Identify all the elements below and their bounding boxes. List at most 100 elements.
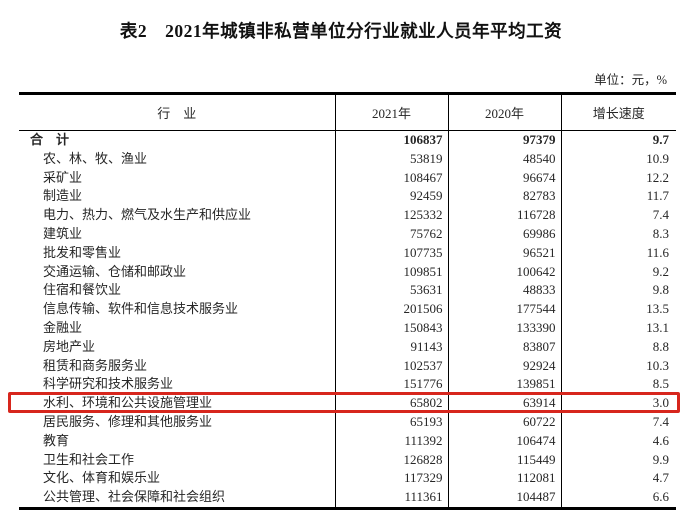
value-2020-cell: 96674 (447, 168, 561, 188)
growth-cell: 4.7 (560, 469, 676, 489)
value-2021-cell: 75762 (334, 224, 448, 244)
col-header-2021: 2021年 (334, 92, 448, 131)
industry-cell: 居民服务、修理和其他服务业 (43, 413, 213, 429)
table-row: 住宿和餐饮业 53631 48833 9.8 (19, 281, 676, 301)
value-2021-cell: 125332 (334, 206, 448, 225)
value-2021-cell: 92459 (334, 187, 448, 207)
table-row: 居民服务、修理和其他服务业 65193 60722 7.4 (19, 412, 676, 432)
value-2021-cell: 117329 (334, 469, 448, 489)
industry-cell: 农、林、牧、渔业 (43, 150, 148, 166)
table-row: 批发和零售业 107735 96521 11.6 (19, 243, 676, 263)
unit-note: 单位：元，% (594, 73, 667, 87)
value-2020-cell: 106474 (447, 431, 561, 451)
value-2021-cell: 106837 (334, 130, 448, 150)
value-2021-cell: 65193 (334, 412, 448, 432)
industry-cell: 公共管理、社会保障和社会组织 (19, 488, 335, 510)
table-row: 房地产业 91143 83807 8.8 (19, 337, 676, 357)
industry-cell: 批发和零售业 (43, 244, 122, 260)
table-row: 教育 111392 106474 4.6 (19, 431, 676, 451)
industry-cell: 交通运输、仓储和邮政业 (43, 263, 187, 279)
table-row: 农、林、牧、渔业 53819 48540 10.9 (19, 149, 676, 169)
growth-cell: 11.6 (560, 243, 676, 263)
value-2020-cell: 104487 (447, 488, 561, 510)
industry-cell: 文化、体育和娱乐业 (43, 470, 161, 486)
industry-cell: 住宿和餐饮业 (43, 282, 122, 298)
growth-cell: 10.9 (560, 149, 676, 169)
value-2021-cell: 108467 (334, 168, 448, 188)
table-row: 电力、热力、燃气及水生产和供应业 125332 116728 7.4 (19, 206, 676, 225)
industry-cell: 房地产业 (43, 338, 96, 354)
table-row: 科学研究和技术服务业 151776 139851 8.5 (19, 375, 676, 395)
col-header-industry: 行 业 (19, 92, 335, 131)
growth-cell: 7.4 (560, 412, 676, 432)
table-row: 合 计 106837 97379 9.7 (19, 130, 676, 150)
industry-cell: 采矿业 (43, 169, 83, 185)
industry-cell: 合 计 (30, 132, 70, 147)
table-row: 建筑业 75762 69986 8.3 (19, 224, 676, 244)
table-row: 采矿业 108467 96674 12.2 (19, 168, 676, 188)
value-2020-cell: 83807 (447, 337, 561, 357)
value-2020-cell: 133390 (447, 318, 561, 338)
industry-cell: 租赁和商务服务业 (43, 357, 148, 373)
industry-cell: 水利、环境和公共设施管理业 (43, 395, 213, 411)
value-2020-cell: 60722 (447, 412, 561, 432)
table-row: 信息传输、软件和信息技术服务业 201506 177544 13.5 (19, 300, 676, 319)
value-2021-cell: 111392 (334, 431, 448, 451)
growth-cell: 3.0 (560, 394, 676, 413)
value-2020-cell: 96521 (447, 243, 561, 263)
table-row: 公共管理、社会保障和社会组织 111361 104487 6.6 (19, 488, 676, 510)
col-header-growth-rate: 增长速度 (560, 92, 676, 131)
value-2021-cell: 201506 (334, 300, 448, 319)
table-title: 表2 2021年城镇非私营单位分行业就业人员年平均工资 (119, 21, 563, 41)
industry-cell: 制造业 (43, 188, 83, 204)
industry-cell: 教育 (43, 432, 70, 448)
value-2020-cell: 82783 (447, 187, 561, 207)
header-row: 行 业 2021年 2020年 增长速度 (19, 92, 676, 131)
growth-cell: 9.9 (560, 450, 676, 470)
table-row: 卫生和社会工作 126828 115449 9.9 (19, 450, 676, 470)
value-2021-cell: 109851 (334, 262, 448, 282)
value-2020-cell: 116728 (447, 206, 561, 225)
growth-cell: 9.7 (560, 130, 676, 150)
growth-cell: 6.6 (560, 488, 676, 510)
value-2021-cell: 91143 (334, 337, 448, 357)
value-2021-cell: 107735 (334, 243, 448, 263)
growth-cell: 9.2 (560, 262, 676, 282)
value-2020-cell: 115449 (447, 450, 561, 470)
value-2021-cell: 102537 (334, 356, 448, 376)
growth-cell: 8.3 (560, 224, 676, 244)
growth-cell: 8.5 (560, 375, 676, 395)
table-row: 制造业 92459 82783 11.7 (19, 187, 676, 207)
industry-cell: 电力、热力、燃气及水生产和供应业 (43, 207, 252, 223)
value-2020-cell: 92924 (447, 356, 561, 376)
value-2021-cell: 150843 (334, 318, 448, 338)
value-2020-cell: 139851 (447, 375, 561, 395)
growth-cell: 7.4 (560, 206, 676, 225)
growth-cell: 8.8 (560, 337, 676, 357)
growth-cell: 10.3 (560, 356, 676, 376)
table-body: 合 计 106837 97379 9.7 农、林、牧、渔业 53819 48540 10.9 采… (19, 130, 676, 510)
table-row: 文化、体育和娱乐业 117329 112081 4.7 (19, 469, 676, 489)
wage-table: 行 业 2021年 2020年 增长速度 合 计 106837 97379 9.7 农、… (19, 92, 676, 510)
value-2020-cell: 97379 (447, 130, 561, 150)
value-2020-cell: 100642 (447, 262, 561, 282)
value-2021-cell: 151776 (334, 375, 448, 395)
table-row: 交通运输、仓储和邮政业 109851 100642 9.2 (19, 262, 676, 282)
industry-cell: 信息传输、软件和信息技术服务业 (43, 301, 239, 317)
value-2020-cell: 112081 (447, 469, 561, 489)
value-2020-cell: 63914 (447, 394, 561, 413)
growth-cell: 13.5 (560, 300, 676, 319)
growth-cell: 13.1 (560, 318, 676, 338)
value-2021-cell: 126828 (334, 450, 448, 470)
table-row: 租赁和商务服务业 102537 92924 10.3 (19, 356, 676, 376)
value-2020-cell: 177544 (447, 300, 561, 319)
growth-cell: 4.6 (560, 431, 676, 451)
growth-cell: 12.2 (560, 168, 676, 188)
value-2021-cell: 111361 (334, 488, 448, 510)
industry-cell: 科学研究和技术服务业 (43, 376, 174, 392)
value-2020-cell: 48540 (447, 149, 561, 169)
growth-cell: 9.8 (560, 281, 676, 301)
industry-cell: 金融业 (43, 319, 83, 335)
value-2021-cell: 65802 (334, 394, 448, 413)
